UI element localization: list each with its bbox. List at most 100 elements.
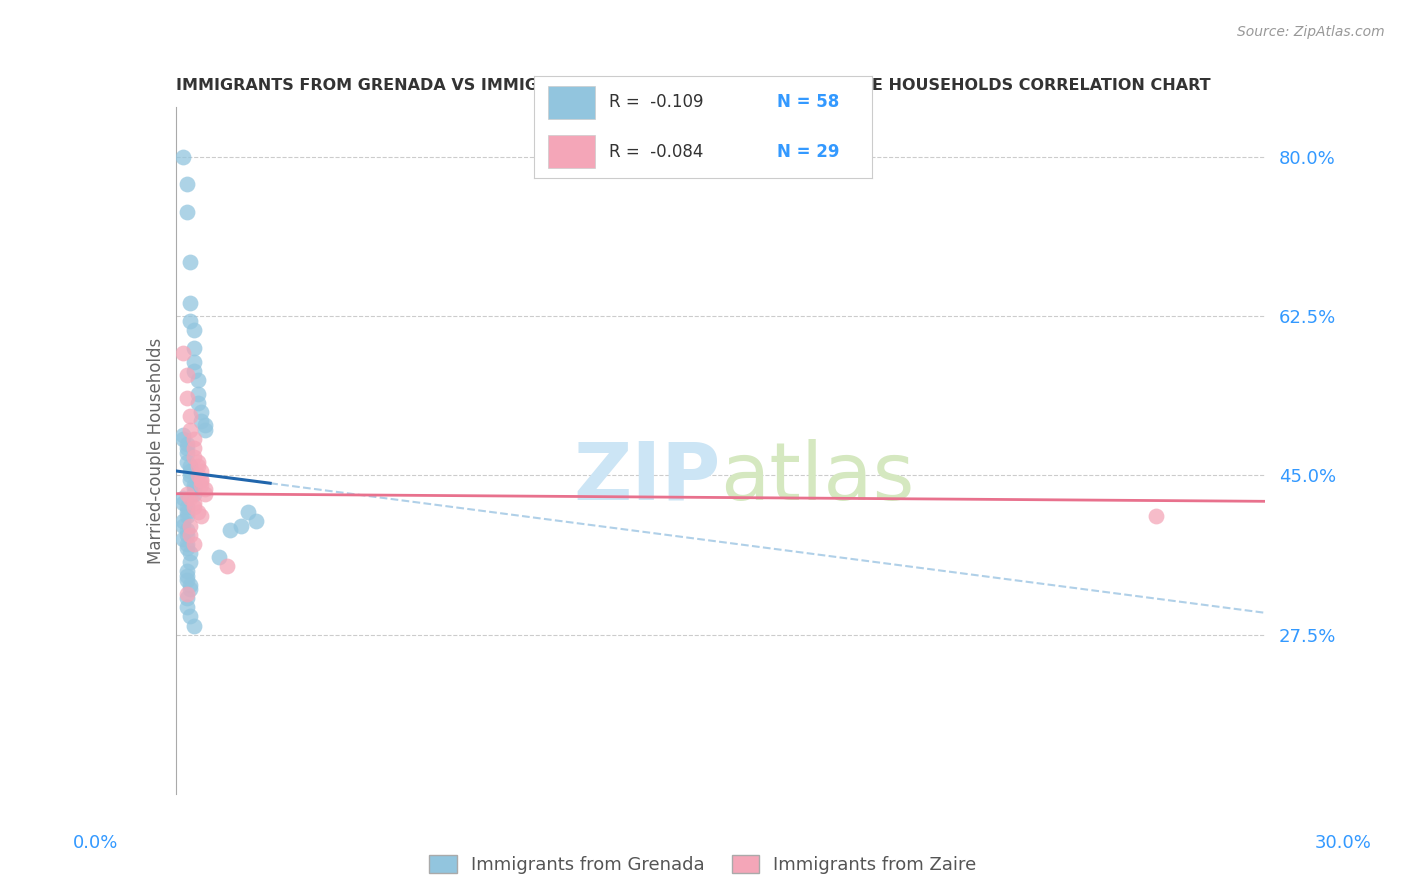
Point — [176, 523, 198, 537]
Point — [179, 582, 201, 597]
Point — [176, 505, 198, 519]
Point — [176, 455, 198, 469]
Point — [176, 500, 198, 515]
Point — [183, 341, 205, 355]
Point — [176, 509, 198, 524]
Point — [238, 505, 260, 519]
Point — [176, 204, 198, 219]
Point — [194, 418, 217, 433]
Point — [176, 527, 198, 541]
Point — [186, 468, 209, 483]
Point — [183, 450, 205, 465]
Point — [176, 368, 198, 383]
Point — [179, 491, 201, 506]
Point — [179, 409, 201, 424]
Point — [176, 541, 198, 556]
Point — [172, 150, 194, 164]
Point — [176, 537, 198, 551]
Point — [1146, 509, 1168, 524]
Point — [231, 518, 253, 533]
Point — [183, 500, 205, 515]
Point — [179, 314, 201, 328]
Point — [172, 532, 194, 546]
Point — [194, 486, 217, 500]
Point — [179, 254, 201, 268]
Text: N = 29: N = 29 — [778, 143, 839, 161]
Point — [176, 568, 198, 582]
Text: R =  -0.109: R = -0.109 — [609, 94, 703, 112]
Point — [219, 523, 242, 537]
Text: atlas: atlas — [721, 439, 915, 517]
Point — [186, 395, 209, 409]
Point — [172, 496, 194, 510]
Point — [190, 473, 212, 487]
Point — [186, 373, 209, 387]
Point — [176, 391, 198, 405]
Point — [176, 600, 198, 615]
Text: R =  -0.084: R = -0.084 — [609, 143, 703, 161]
Point — [190, 414, 212, 428]
Point — [176, 446, 198, 460]
Y-axis label: Married-couple Households: Married-couple Households — [146, 337, 165, 564]
Point — [208, 550, 231, 565]
Point — [179, 295, 201, 310]
Point — [172, 427, 194, 442]
Point — [179, 473, 201, 487]
Point — [190, 473, 212, 487]
Text: N = 58: N = 58 — [778, 94, 839, 112]
Point — [179, 527, 201, 541]
Point — [172, 518, 194, 533]
Point — [190, 464, 212, 478]
Point — [183, 477, 205, 491]
Point — [186, 455, 209, 469]
Point — [215, 559, 238, 574]
Point — [190, 509, 212, 524]
Point — [183, 441, 205, 455]
Point — [183, 432, 205, 446]
Text: Source: ZipAtlas.com: Source: ZipAtlas.com — [1237, 25, 1385, 39]
Point — [183, 323, 205, 337]
Point — [183, 537, 205, 551]
Point — [179, 468, 201, 483]
Point — [190, 405, 212, 419]
Point — [176, 436, 198, 450]
Point — [186, 505, 209, 519]
Point — [176, 178, 198, 192]
Point — [172, 432, 194, 446]
Point — [183, 496, 205, 510]
Bar — [548, 87, 595, 119]
Text: IMMIGRANTS FROM GRENADA VS IMMIGRANTS FROM ZAIRE MARRIED-COUPLE HOUSEHOLDS CORRE: IMMIGRANTS FROM GRENADA VS IMMIGRANTS FR… — [176, 78, 1211, 94]
Point — [183, 355, 205, 369]
Point — [176, 587, 198, 601]
Point — [179, 577, 201, 591]
Text: 0.0%: 0.0% — [73, 834, 118, 852]
Point — [179, 423, 201, 437]
Point — [245, 514, 267, 528]
Point — [190, 477, 212, 491]
Point — [179, 609, 201, 624]
Point — [176, 564, 198, 578]
Point — [172, 514, 194, 528]
Point — [183, 486, 205, 500]
Point — [183, 482, 205, 496]
Legend: Immigrants from Grenada, Immigrants from Zaire: Immigrants from Grenada, Immigrants from… — [429, 855, 977, 874]
Point — [176, 573, 198, 587]
Point — [179, 555, 201, 569]
Point — [179, 459, 201, 474]
Point — [176, 486, 198, 500]
Point — [176, 441, 198, 455]
Point — [194, 482, 217, 496]
Point — [172, 491, 194, 506]
Point — [179, 518, 201, 533]
Point — [186, 459, 209, 474]
Point — [179, 464, 201, 478]
Point — [194, 423, 217, 437]
Text: 30.0%: 30.0% — [1315, 834, 1371, 852]
Point — [183, 364, 205, 378]
Text: ZIP: ZIP — [574, 439, 721, 517]
Point — [176, 591, 198, 606]
Point — [186, 386, 209, 401]
Bar — [548, 136, 595, 168]
Point — [172, 345, 194, 359]
Point — [183, 618, 205, 632]
